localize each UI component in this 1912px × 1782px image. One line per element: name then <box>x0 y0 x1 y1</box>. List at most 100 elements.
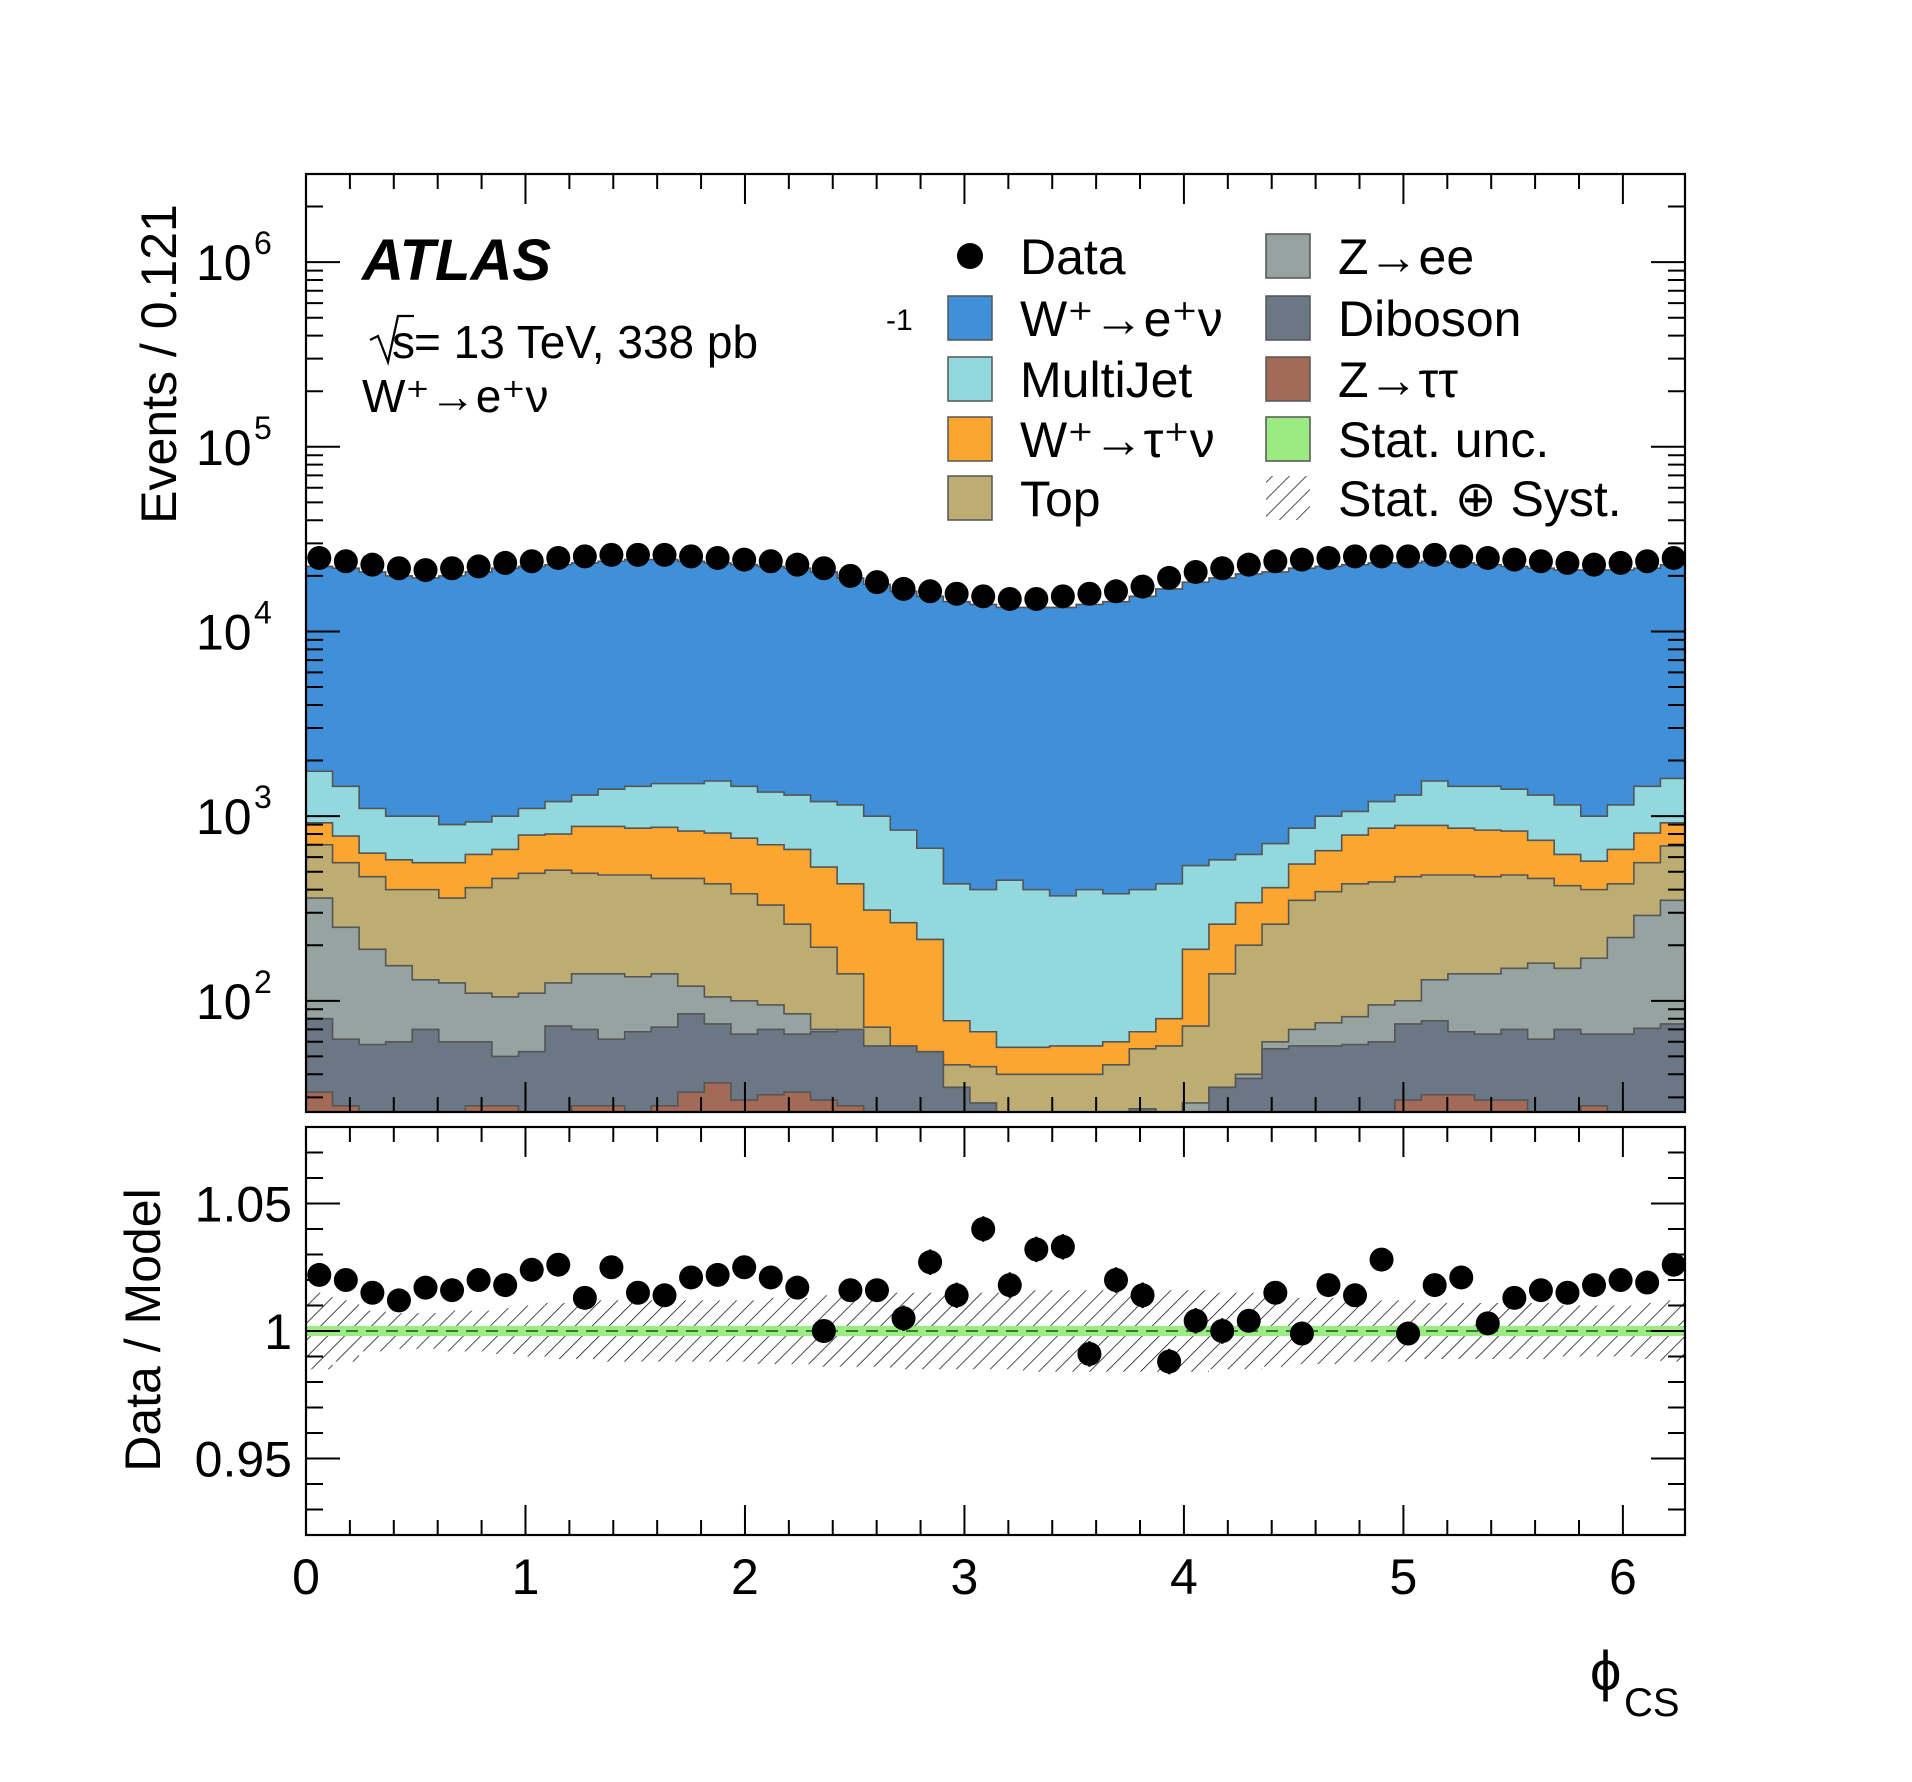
legend-label: W⁺→e⁺ν <box>1020 291 1223 347</box>
data-point <box>1528 549 1553 574</box>
ratio-point <box>360 1280 385 1305</box>
ratio-panel: 0.95 1 1.05 0 1 2 3 4 5 6 Data / Model ϕ CS <box>115 1125 1687 1725</box>
legend-label: Stat. ⊕ Syst. <box>1338 471 1622 527</box>
x-axis-label: ϕ CS <box>1590 1639 1680 1725</box>
legend-swatch-marker <box>957 243 983 269</box>
ratio-point <box>1661 1252 1685 1277</box>
data-point <box>971 584 996 609</box>
legend-swatch <box>1265 295 1311 341</box>
data-point <box>1024 586 1049 611</box>
ratio-point <box>1449 1265 1474 1290</box>
data-point <box>1236 552 1261 577</box>
ratio-point <box>440 1278 465 1303</box>
data-point <box>652 542 677 567</box>
data-point <box>572 544 597 569</box>
ratio-point <box>1157 1349 1182 1374</box>
data-point <box>1608 550 1633 575</box>
data-point <box>811 556 836 581</box>
data-point <box>1077 581 1102 606</box>
data-point <box>386 556 411 581</box>
ratio-point <box>386 1288 411 1313</box>
ratio-point <box>732 1255 757 1280</box>
ratio-point <box>1130 1283 1155 1308</box>
data-point <box>838 563 863 588</box>
data-point <box>466 554 491 579</box>
legend-label: Top <box>1020 471 1101 527</box>
ratio-point <box>1077 1341 1102 1366</box>
ratio-y-axis-label: Data / Model <box>115 1188 171 1471</box>
ratio-point <box>1343 1283 1368 1308</box>
ratio-point <box>546 1252 571 1277</box>
ratio-point <box>625 1280 650 1305</box>
ratio-point <box>811 1319 836 1343</box>
data-point <box>546 545 571 570</box>
x-tick-label: 5 <box>1389 1549 1417 1605</box>
data-point <box>1050 584 1075 609</box>
y-tick-label-exponent: 3 <box>254 779 272 815</box>
ratio-point <box>944 1283 969 1308</box>
data-point <box>1369 544 1394 569</box>
y-tick-label-exponent: 5 <box>254 410 272 446</box>
data-point <box>1475 545 1500 570</box>
stack-z- <box>306 1081 1685 1112</box>
ratio-axis-ticks <box>305 1126 1685 1535</box>
ratio-point <box>572 1285 597 1310</box>
data-point <box>1661 545 1686 570</box>
x-tick-label: 4 <box>1170 1549 1198 1605</box>
y-tick-label-base: 10 <box>196 420 252 476</box>
y-tick-label-base: 10 <box>196 235 252 291</box>
ratio-point <box>1422 1273 1447 1298</box>
y-tick-label-exponent: 4 <box>254 594 272 630</box>
ratio-uncertainty-bands <box>306 1290 1685 1372</box>
ratio-point <box>1608 1268 1633 1292</box>
ratio-point <box>1289 1321 1314 1346</box>
energy-label: s = 13 TeV, 338 pb -1 <box>369 304 913 368</box>
ratio-point <box>307 1262 332 1287</box>
legend-swatch <box>1265 233 1311 279</box>
ratio-point <box>997 1273 1022 1298</box>
x-tick-labels: 0 1 2 3 4 5 6 <box>292 1549 1637 1605</box>
legend-label: Diboson <box>1338 291 1521 347</box>
legend-label: MultiJet <box>1020 352 1192 408</box>
ratio-y-tick-label: 1.05 <box>195 1177 292 1233</box>
y-tick-label-exponent: 6 <box>254 225 272 261</box>
legend-swatch <box>947 295 993 341</box>
ratio-point <box>705 1262 730 1287</box>
ratio-point <box>413 1275 438 1300</box>
ratio-point <box>971 1217 996 1241</box>
main-axis-ticks <box>305 173 1685 1112</box>
data-point <box>864 570 889 595</box>
data-point <box>1422 542 1447 567</box>
x-tick-label: 1 <box>512 1549 540 1605</box>
ratio-y-tick-label: 0.95 <box>195 1432 292 1488</box>
energy-label-text: = 13 TeV, 338 pb <box>414 316 758 368</box>
x-tick-label: 3 <box>951 1549 979 1605</box>
ratio-point <box>1369 1247 1394 1272</box>
x-tick-label: 0 <box>292 1549 320 1605</box>
legend-swatch <box>947 475 993 521</box>
y-tick-label-base: 10 <box>196 604 252 660</box>
ratio-point <box>1263 1280 1288 1305</box>
ratio-y-tick-label: 1 <box>264 1304 292 1360</box>
data-point <box>918 579 943 604</box>
data-point <box>1555 550 1580 575</box>
x-tick-label: 2 <box>731 1549 759 1605</box>
ratio-point <box>1396 1321 1421 1346</box>
legend-swatch-hatch <box>1266 476 1310 520</box>
ratio-point <box>333 1268 358 1292</box>
data-point <box>1449 544 1474 569</box>
data-point <box>1263 549 1288 574</box>
energy-label-exponent: -1 <box>886 304 913 337</box>
ratio-point <box>519 1257 544 1282</box>
data-point <box>705 545 730 570</box>
ratio-point <box>1475 1311 1500 1336</box>
ratio-point <box>838 1278 863 1303</box>
ratio-point <box>1210 1319 1235 1343</box>
data-point <box>1130 574 1155 599</box>
data-point <box>944 581 969 606</box>
ratio-point <box>652 1283 677 1308</box>
legend-swatch <box>1265 356 1311 402</box>
sqrt-symbol <box>369 314 414 366</box>
data-point <box>679 544 704 569</box>
